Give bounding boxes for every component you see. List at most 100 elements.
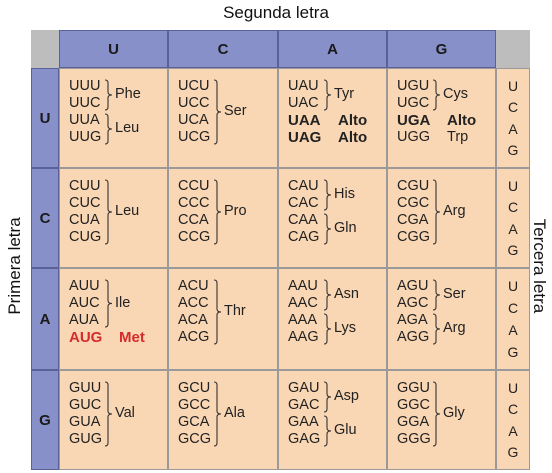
codon: GAG [288,431,321,447]
amino-acid-label: Alto [338,129,368,146]
codon-brace [104,113,113,145]
codon: AAG [288,329,319,345]
codon-brace [323,279,332,311]
first-letter-title: Primera letra [5,217,24,315]
codon: AGG [397,329,430,345]
third-letter-title: Tercera letra [530,218,549,314]
amino-acid-label: Ile [115,294,131,311]
codon: UUA [69,112,100,128]
codon: UCU [178,78,210,94]
codon: CGC [397,195,430,211]
amino-acid-label: Arg [443,203,466,219]
amino-acid-label: Gln [334,220,357,236]
amino-acid-label: Met [119,329,145,346]
codon-cell [387,168,496,268]
codon: UCG [178,129,211,145]
codon: UCA [178,112,209,128]
codon: GUU [69,380,102,396]
codon: CGG [397,229,431,245]
codon-brace [432,381,441,447]
third-letter: U [507,77,519,94]
codon: GAC [288,397,320,413]
third-letter: A [508,120,518,137]
second-letter-header: G [387,30,496,68]
codon-cell [387,370,496,470]
codon-brace [213,381,222,447]
codon-cell [168,68,278,168]
codon: CAC [288,195,319,211]
codon-brace [104,79,113,111]
codon-brace [323,381,332,413]
amino-acid-label: Arg [443,320,466,336]
third-letter: U [507,379,519,396]
codon: CAG [288,229,320,245]
codon: AUU [69,278,100,294]
codon-cell [168,268,278,370]
amino-acid-label: Leu [115,120,140,136]
amino-acid-label: Thr [224,303,246,319]
codon: UGC [397,95,430,111]
codon: UAC [288,95,319,111]
amino-acid-label: Ser [443,286,466,302]
codon: UCC [178,95,210,111]
codon-brace [432,313,441,345]
amino-acid-label: Pro [224,203,247,219]
codon-brace [323,415,332,447]
codon: CUG [69,229,102,245]
amino-acid-label: Asn [334,286,359,302]
second-letter-header: U [59,30,168,68]
codon: GUA [69,414,101,430]
codon: GUG [69,431,103,447]
amino-acid-label: Alto [447,112,477,129]
third-letter: G [507,444,519,461]
codon-cell [278,268,387,370]
codon: CAA [288,212,318,228]
codon: UGA [397,112,431,129]
first-letter-header: U [31,68,59,168]
codon: UUG [69,129,102,145]
codon-cell [59,68,168,168]
third-letter: A [508,220,518,237]
codon-cell [59,370,168,470]
codon: GGC [397,397,431,413]
codon: GCU [178,380,211,396]
codon: GUC [69,397,102,413]
codon-brace [213,79,222,145]
codon: UUU [69,78,101,94]
third-letter: G [507,142,519,159]
third-letter: C [507,199,519,216]
first-letter-header: G [31,370,59,470]
codon: CCA [178,212,209,228]
codon: AUC [69,295,100,311]
codon-brace [213,179,222,245]
amino-acid-label: Val [115,405,135,421]
codon: GGU [397,380,431,396]
amino-acid-label: Asp [334,388,359,404]
first-letter-header: A [31,268,59,370]
codon-brace [323,79,332,111]
third-letter: U [507,278,519,294]
codon: GCA [178,414,210,430]
codon: ACA [178,312,208,328]
third-letter: G [507,242,519,259]
codon-brace [213,279,222,345]
third-letter: U [507,177,519,194]
codon-cell [278,168,387,268]
codon-cell [387,68,496,168]
amino-acid-label: Gly [443,405,465,421]
codon: GCC [178,397,211,413]
codon-cell [278,68,387,168]
codon-cell [168,370,278,470]
amino-acid-label: Lys [334,320,357,336]
codon-brace [104,179,113,245]
codon-brace [104,279,113,328]
codon: CGA [397,212,429,228]
amino-acid-label: His [334,186,355,202]
codon: AAA [288,312,318,328]
amino-acid-label: Trp [447,129,469,145]
third-letter: A [508,322,518,338]
codon: CCU [178,178,210,194]
codon: CAU [288,178,319,194]
